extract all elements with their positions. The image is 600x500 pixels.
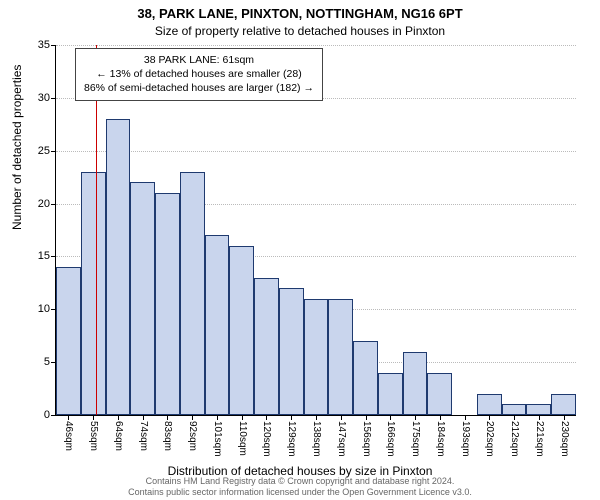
xtick-mark [316, 415, 317, 420]
xtick-mark [341, 415, 342, 420]
xtick-mark [192, 415, 193, 420]
xtick-mark [93, 415, 94, 420]
histogram-bar [502, 404, 527, 415]
xtick-mark [143, 415, 144, 420]
ytick-label: 30 [38, 92, 50, 104]
ytick-label: 20 [38, 198, 50, 210]
xtick-mark [440, 415, 441, 420]
xtick-mark [539, 415, 540, 420]
histogram-bar [403, 352, 428, 415]
histogram-bar [477, 394, 502, 415]
xtick-label: 156sqm [361, 421, 372, 457]
xtick-label: 129sqm [286, 421, 297, 457]
xtick-mark [217, 415, 218, 420]
histogram-bar [526, 404, 551, 415]
histogram-bar [180, 172, 205, 415]
xtick-label: 212sqm [509, 421, 520, 457]
annotation-line-1: 38 PARK LANE: 61sqm [84, 53, 314, 67]
annotation-line-3: 86% of semi-detached houses are larger (… [84, 81, 314, 95]
histogram-bar [130, 182, 155, 415]
xtick-label: 193sqm [460, 421, 471, 457]
xtick-mark [415, 415, 416, 420]
annotation-box: 38 PARK LANE: 61sqm ← 13% of detached ho… [75, 48, 323, 101]
histogram-bar [229, 246, 254, 415]
plot-area: 0510152025303546sqm55sqm64sqm74sqm83sqm9… [55, 45, 576, 416]
xtick-label: 166sqm [385, 421, 396, 457]
footer-line-1: Contains HM Land Registry data © Crown c… [0, 476, 600, 487]
ytick-mark [51, 415, 56, 416]
histogram-bar [304, 299, 329, 415]
xtick-label: 175sqm [410, 421, 421, 457]
ytick-mark [51, 256, 56, 257]
chart-container: 38, PARK LANE, PINXTON, NOTTINGHAM, NG16… [0, 0, 600, 500]
ytick-label: 10 [38, 303, 50, 315]
xtick-mark [242, 415, 243, 420]
xtick-label: 83sqm [162, 421, 173, 451]
ytick-label: 15 [38, 250, 50, 262]
histogram-bar [106, 119, 131, 415]
xtick-mark [489, 415, 490, 420]
histogram-bar [279, 288, 304, 415]
xtick-label: 230sqm [559, 421, 570, 457]
histogram-bar [551, 394, 576, 415]
xtick-label: 120sqm [261, 421, 272, 457]
histogram-bar [205, 235, 230, 415]
xtick-mark [167, 415, 168, 420]
xtick-label: 101sqm [212, 421, 223, 457]
xtick-label: 64sqm [113, 421, 124, 451]
histogram-bar [155, 193, 180, 415]
chart-title-sub: Size of property relative to detached ho… [0, 24, 600, 38]
histogram-bar [427, 373, 452, 415]
xtick-mark [514, 415, 515, 420]
xtick-label: 202sqm [484, 421, 495, 457]
grid-line [56, 45, 576, 46]
xtick-label: 147sqm [336, 421, 347, 457]
xtick-mark [564, 415, 565, 420]
xtick-label: 184sqm [435, 421, 446, 457]
xtick-label: 55sqm [88, 421, 99, 451]
xtick-label: 138sqm [311, 421, 322, 457]
y-axis-label: Number of detached properties [10, 65, 24, 230]
annotation-line-2: ← 13% of detached houses are smaller (28… [84, 67, 314, 81]
ytick-mark [51, 98, 56, 99]
attribution-footer: Contains HM Land Registry data © Crown c… [0, 476, 600, 498]
xtick-mark [266, 415, 267, 420]
histogram-bar [254, 278, 279, 415]
ytick-mark [51, 204, 56, 205]
ytick-mark [51, 45, 56, 46]
xtick-label: 74sqm [138, 421, 149, 451]
xtick-mark [366, 415, 367, 420]
xtick-label: 46sqm [63, 421, 74, 451]
footer-line-2: Contains public sector information licen… [0, 487, 600, 498]
xtick-label: 221sqm [534, 421, 545, 457]
ytick-label: 5 [44, 356, 50, 368]
ytick-label: 25 [38, 145, 50, 157]
histogram-bar [56, 267, 81, 415]
xtick-label: 92sqm [187, 421, 198, 451]
xtick-mark [465, 415, 466, 420]
xtick-mark [390, 415, 391, 420]
xtick-mark [68, 415, 69, 420]
ytick-label: 35 [38, 39, 50, 51]
chart-title-main: 38, PARK LANE, PINXTON, NOTTINGHAM, NG16… [0, 6, 600, 21]
histogram-bar [378, 373, 403, 415]
xtick-mark [291, 415, 292, 420]
grid-line [56, 151, 576, 152]
xtick-mark [118, 415, 119, 420]
ytick-mark [51, 151, 56, 152]
histogram-bar [81, 172, 106, 415]
histogram-bar [328, 299, 353, 415]
histogram-bar [353, 341, 378, 415]
xtick-label: 110sqm [237, 421, 248, 456]
ytick-label: 0 [44, 409, 50, 421]
